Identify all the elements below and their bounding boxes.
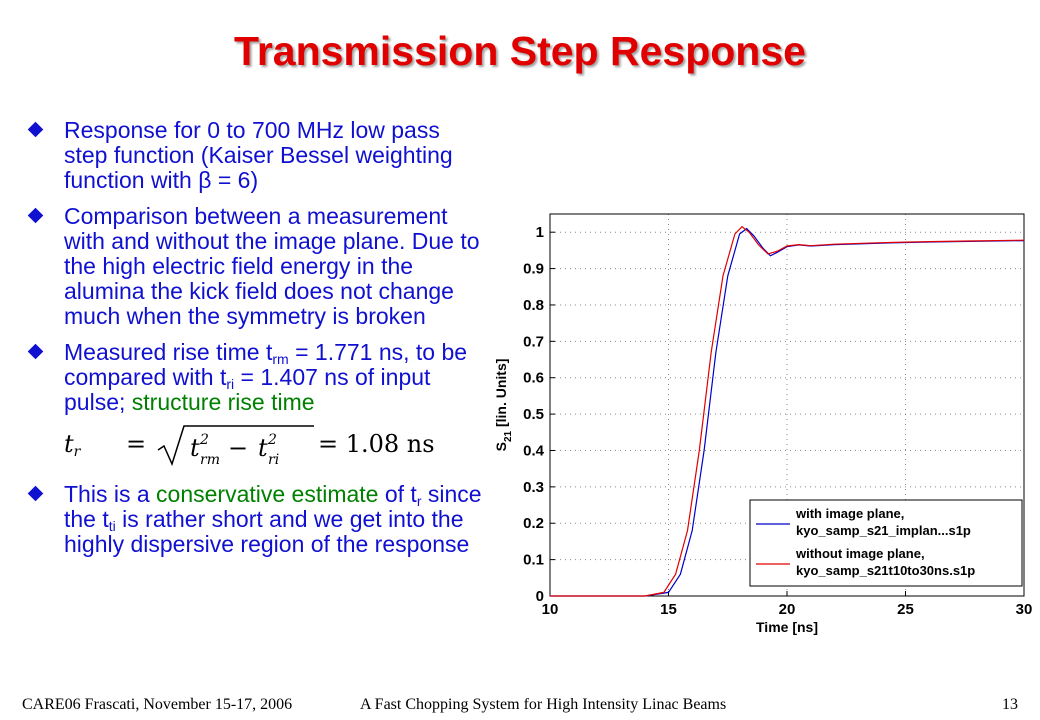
y-tick-label: 0.4 [523, 442, 545, 459]
bullet-item: Response for 0 to 700 MHz low pass step … [26, 118, 486, 193]
x-tick-label: 10 [542, 601, 559, 618]
y-tick-label: 0.5 [523, 406, 544, 423]
formula-equals: = [126, 430, 147, 458]
step-response-chart: 10 15 20 25 30 0 0.1 0.2 0.3 0.4 0.5 0.6 0.7 0.8 0.9 1 T… [493, 213, 1033, 635]
y-tick-label: 0.3 [523, 479, 544, 496]
svg-text:ri: ri [268, 452, 279, 468]
bullet-text-part: of t [378, 481, 417, 507]
y-tick-label: 0.9 [523, 261, 544, 278]
svg-text:2: 2 [199, 432, 209, 448]
footer-title: A Fast Chopping System for High Intensit… [360, 696, 727, 713]
subscript: rm [272, 351, 289, 367]
y-tick-label: 0.7 [523, 333, 544, 350]
y-tick-label: 1 [536, 224, 544, 241]
highlight-text: conservative estimate [156, 481, 379, 507]
subscript: ri [226, 376, 235, 392]
x-axis-label: Time [ns] [756, 619, 818, 635]
bullet-list: Response for 0 to 700 MHz low pass step … [26, 118, 486, 568]
svg-text:2: 2 [267, 432, 277, 448]
subscript: ti [108, 518, 116, 534]
svg-text:rm: rm [200, 452, 220, 468]
bullet-text-part: = 1.407 ns of input pulse; [64, 364, 431, 415]
x-tick-label: 20 [779, 601, 796, 618]
y-tick-label: 0.2 [523, 515, 544, 532]
diamond-bullet-icon [27, 343, 44, 360]
x-tick-label: 15 [660, 601, 677, 618]
series-line [550, 225, 1025, 597]
rise-time-formula: tr = t 2 rm − t 2 ri = 1.08 ns [64, 422, 486, 472]
x-tick-label: 30 [1016, 601, 1033, 618]
legend-box [749, 499, 1023, 587]
formula-result: = 1.08 ns [318, 430, 435, 458]
legend-label: kyo_samp_s21_implan...s1p [796, 523, 971, 538]
diamond-bullet-icon [27, 121, 44, 138]
footer-page-number: 13 [1002, 696, 1018, 713]
diamond-bullet-icon [27, 485, 44, 502]
x-tick-label: 25 [897, 601, 914, 618]
bullet-text: Response for 0 to 700 MHz low pass step … [64, 117, 453, 193]
bullet-item: This is a conservative estimate of tr si… [26, 482, 486, 557]
highlight-text: structure rise time [131, 389, 315, 415]
y-tick-label: 0.1 [523, 552, 544, 569]
bullet-item: Measured rise time trm = 1.771 ns, to be… [26, 340, 486, 415]
bullet-text: Comparison between a measurement with an… [64, 203, 480, 329]
formula-lhs: tr [64, 430, 81, 460]
y-axis-label: S21 [lin. Units] [493, 359, 514, 452]
svg-text:t: t [190, 434, 200, 462]
svg-text:−: − [228, 434, 248, 462]
slide-title: Transmission Step Response [234, 28, 806, 74]
bullet-text-part: is rather short and we get into the high… [64, 506, 470, 557]
legend-label: with image plane, [795, 506, 904, 521]
bullet-text-part: This is a [64, 481, 157, 507]
legend-label: kyo_samp_s21t10to30ns.s1p [796, 563, 975, 578]
bullet-item: Comparison between a measurement with an… [26, 204, 486, 329]
bullet-text-part: = 1.771 ns, to be compared with t [64, 339, 468, 390]
bullet-text-part: since the t [64, 481, 482, 532]
sqrt-expression: t 2 rm − t 2 ri [157, 425, 314, 468]
y-tick-label: 0.6 [523, 370, 544, 387]
diamond-bullet-icon [27, 207, 44, 224]
legend-label: without image plane, [795, 546, 925, 561]
bullet-text-part: Measured rise time t [64, 339, 273, 365]
subscript: r [416, 493, 422, 509]
y-tick-label: 0 [536, 588, 544, 605]
footer-conference: CARE06 Frascati, November 15-17, 2006 [22, 696, 293, 713]
svg-text:t: t [258, 434, 268, 462]
y-tick-label: 0.8 [523, 297, 544, 314]
